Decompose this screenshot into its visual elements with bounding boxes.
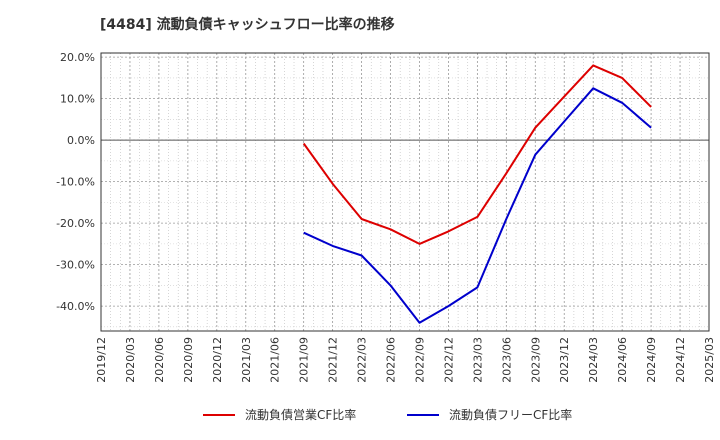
y-tick-label: -40.0% (56, 300, 95, 313)
plot-area (101, 53, 709, 331)
x-tick-label: 2021/06 (269, 337, 282, 383)
y-tick-label: -20.0% (56, 217, 95, 230)
x-tick-label: 2022/03 (356, 337, 369, 383)
x-tick-label: 2025/03 (703, 337, 716, 383)
y-tick-label: 20.0% (60, 51, 95, 64)
legend-label-2: 流動負債フリーCF比率 (449, 407, 572, 422)
x-tick-label: 2023/09 (529, 337, 542, 383)
x-tick-label: 2021/12 (327, 337, 340, 383)
x-tick-label: 2020/03 (124, 337, 137, 383)
x-tick-label: 2020/12 (211, 337, 224, 383)
x-tick-label: 2019/12 (95, 337, 108, 383)
x-tick-label: 2020/06 (153, 337, 166, 383)
y-tick-label: -10.0% (56, 176, 95, 189)
x-tick-label: 2023/06 (500, 337, 513, 383)
x-tick-label: 2022/09 (413, 337, 426, 383)
x-tick-label: 2024/03 (587, 337, 600, 383)
x-tick-label: 2021/09 (298, 337, 311, 383)
x-tick-label: 2024/09 (645, 337, 658, 383)
x-tick-label: 2024/12 (674, 337, 687, 383)
y-tick-label: 10.0% (60, 93, 95, 106)
x-tick-label: 2021/03 (240, 337, 253, 383)
plot-border (100, 52, 710, 332)
y-tick-label: 0.0% (67, 134, 95, 147)
chart-title: [4484] 流動負債キャッシュフロー比率の推移 (100, 17, 395, 33)
x-tick-label: 2022/12 (442, 337, 455, 383)
y-tick-label: -30.0% (56, 259, 95, 272)
x-tick-label: 2023/12 (558, 337, 571, 383)
legend-label-1: 流動負債営業CF比率 (245, 407, 356, 422)
series-line-1 (302, 64, 652, 245)
x-tick-label: 2023/03 (471, 337, 484, 383)
series-line-2 (303, 87, 652, 324)
x-tick-label: 2022/06 (385, 337, 398, 383)
x-tick-label: 2024/06 (616, 337, 629, 383)
x-tick-label: 2020/09 (182, 337, 195, 383)
